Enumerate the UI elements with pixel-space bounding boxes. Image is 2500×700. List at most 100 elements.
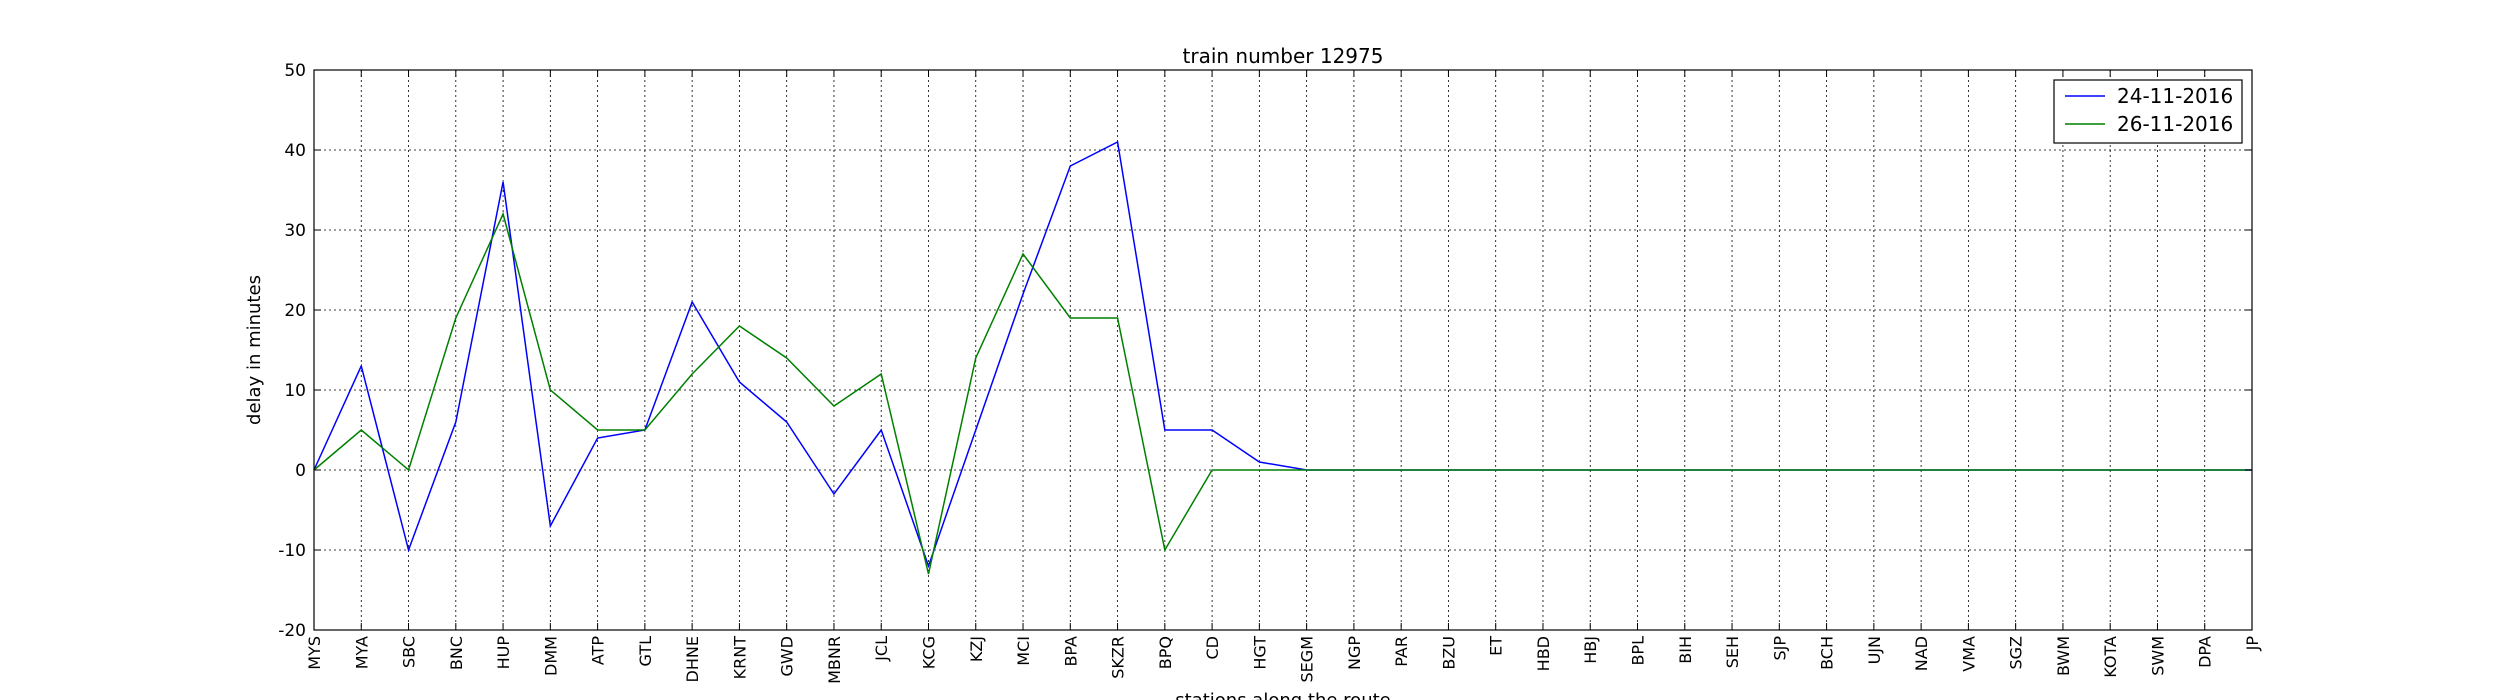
- data-point-series-1: [407, 548, 411, 552]
- data-point-series-1: [879, 428, 883, 432]
- data-point-series-1: [548, 524, 552, 528]
- plot-area-frame: [313, 69, 2253, 631]
- x-tick-label: SKZR: [1109, 636, 1128, 679]
- data-point-series-2: [1068, 316, 1072, 320]
- x-tick-label: HBJ: [1581, 636, 1600, 664]
- x-tick-label: NAD: [1912, 636, 1931, 671]
- data-point-series-2: [1966, 468, 1970, 472]
- gridlines: [314, 70, 2252, 630]
- x-tick-label: MBNR: [825, 636, 844, 684]
- x-tick-label: BWM: [2054, 636, 2073, 676]
- data-point-series-2: [1257, 468, 1261, 472]
- x-tick-label: JP: [2243, 636, 2262, 652]
- x-tick-label: CD: [1203, 636, 1222, 660]
- x-tick-label: HGT: [1250, 636, 1269, 670]
- data-point-series-2: [974, 356, 978, 360]
- x-tick-label: DPA: [2196, 636, 2215, 668]
- data-point-series-2: [832, 404, 836, 408]
- data-point-series-2: [2014, 468, 2018, 472]
- legend-label-series-1: 24-11-2016: [2117, 84, 2233, 108]
- data-point-series-1: [454, 420, 458, 424]
- data-point-series-1: [596, 436, 600, 440]
- x-tick-label: BNC: [447, 636, 466, 670]
- data-point-series-2: [1021, 252, 1025, 256]
- y-tick-label: -20: [278, 621, 306, 641]
- x-tick-label: SJP: [1770, 636, 1789, 661]
- data-point-series-2: [1730, 468, 1734, 472]
- x-tick-label: KOTA: [2101, 636, 2120, 678]
- data-point-series-2: [407, 468, 411, 472]
- data-point-series-2: [1541, 468, 1545, 472]
- data-point-series-2: [2108, 468, 2112, 472]
- data-point-series-2: [596, 428, 600, 432]
- y-tick-label: 10: [284, 381, 306, 401]
- y-tick-label: 30: [284, 221, 306, 241]
- x-axis-ticks: MYS MYA SBC BNC HUP DMM ATP GTL DHNE KRNT GWD MBNR J…: [305, 70, 2262, 684]
- data-point-series-2: [1919, 468, 1923, 472]
- data-point-series-1: [1257, 460, 1261, 464]
- chart-title: train number 12975: [1183, 44, 1384, 68]
- x-tick-label: GWD: [778, 636, 797, 677]
- x-tick-label: GTL: [636, 636, 655, 667]
- x-tick-label: BPL: [1629, 636, 1648, 666]
- x-tick-label: MCI: [1014, 636, 1033, 666]
- legend-box: [2053, 79, 2243, 144]
- data-point-series-2: [1872, 468, 1876, 472]
- data-point-series-2: [1825, 468, 1829, 472]
- data-point-series-2: [1210, 468, 1214, 472]
- y-axis-label: delay in minutes: [244, 275, 265, 425]
- data-point-series-2: [1683, 468, 1687, 472]
- x-tick-label: MYA: [352, 636, 371, 669]
- data-point-series-2: [2061, 468, 2065, 472]
- data-point-series-1: [785, 420, 789, 424]
- x-tick-label: HUP: [494, 636, 513, 670]
- x-tick-label: KCG: [919, 636, 938, 669]
- data-point-series-2: [2203, 468, 2207, 472]
- data-point-series-2: [501, 212, 505, 216]
- data-point-series-2: [926, 572, 930, 576]
- data-point-series-2: [1446, 468, 1450, 472]
- series-lines: [313, 140, 2252, 576]
- x-axis-label: stations along the route: [1175, 690, 1390, 700]
- x-tick-label: KZJ: [967, 636, 986, 662]
- data-point-series-1: [690, 300, 694, 304]
- x-tick-label: ATP: [589, 636, 608, 665]
- x-tick-label: BIH: [1676, 636, 1695, 664]
- data-point-series-2: [1399, 468, 1403, 472]
- data-point-series-2: [1352, 468, 1356, 472]
- x-tick-label: BPA: [1061, 636, 1080, 667]
- x-tick-label: VMA: [1959, 636, 1978, 672]
- y-tick-label: 40: [284, 141, 306, 161]
- data-point-series-1: [737, 380, 741, 384]
- data-point-series-2: [1494, 468, 1498, 472]
- data-point-series-1: [1116, 140, 1120, 144]
- data-point-series-2: [2155, 468, 2159, 472]
- data-point-series-1: [1068, 164, 1072, 168]
- data-point-series-2: [879, 372, 883, 376]
- x-tick-label: SGZ: [2007, 636, 2026, 670]
- x-tick-label: SEGM: [1298, 636, 1317, 682]
- data-point-series-2: [1305, 468, 1309, 472]
- x-tick-label: JCL: [872, 636, 891, 662]
- data-point-series-2: [548, 388, 552, 392]
- data-point-series-2: [1777, 468, 1781, 472]
- x-tick-label: BPQ: [1156, 636, 1175, 669]
- y-tick-label: 50: [284, 61, 306, 81]
- x-tick-label: DMM: [541, 636, 560, 676]
- data-point-series-1: [359, 364, 363, 368]
- y-tick-label: 20: [284, 301, 306, 321]
- series-line-2: [313, 211, 2252, 575]
- legend: 24-11-2016 26-11-2016: [2053, 79, 2243, 144]
- data-point-series-2: [737, 324, 741, 328]
- data-point-series-1: [832, 492, 836, 496]
- x-tick-label: BZU: [1439, 636, 1458, 670]
- data-point-series-2: [359, 428, 363, 432]
- data-point-series-1: [1021, 292, 1025, 296]
- y-tick-label: -10: [278, 541, 306, 561]
- x-tick-label: SBC: [400, 636, 419, 668]
- x-tick-label: MYS: [305, 636, 324, 670]
- x-tick-label: ET: [1487, 636, 1506, 656]
- x-tick-label: NGP: [1345, 636, 1364, 670]
- x-tick-label: DHNE: [683, 636, 702, 682]
